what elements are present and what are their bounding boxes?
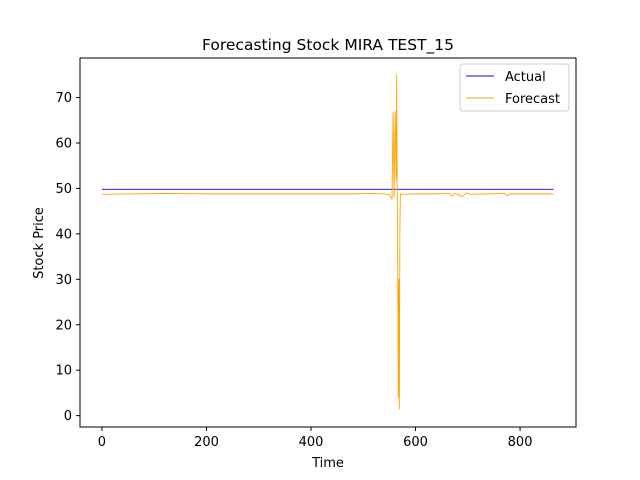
x-tick-label: 0 (98, 435, 106, 450)
legend-label-forecast: Forecast (505, 92, 560, 107)
series-layer (101, 74, 554, 410)
y-tick-label: 0 (64, 409, 72, 424)
x-axis-label: Time (311, 456, 344, 471)
y-axis-label: Stock Price (32, 207, 47, 279)
y-tick-label: 10 (55, 364, 72, 379)
plot-area: 0 200 400 600 800 0 10 20 30 40 50 60 70 (55, 57, 577, 450)
x-tick-label: 200 (194, 435, 219, 450)
y-tick-label: 20 (55, 318, 72, 333)
legend-label-actual: Actual (505, 70, 546, 85)
x-axis: 0 200 400 600 800 (98, 427, 533, 450)
legend: Actual Forecast (459, 63, 570, 112)
series-line-forecast (101, 74, 554, 410)
x-tick-label: 800 (508, 435, 533, 450)
y-tick-label: 50 (55, 182, 72, 197)
chart-title: Forecasting Stock MIRA TEST_15 (202, 36, 454, 55)
y-tick-label: 30 (55, 273, 72, 288)
y-tick-label: 60 (55, 136, 72, 151)
y-tick-label: 40 (55, 227, 72, 242)
axes-frame (79, 57, 577, 428)
x-tick-label: 600 (403, 435, 428, 450)
x-tick-label: 400 (299, 435, 324, 450)
y-axis: 0 10 20 30 40 50 60 70 (55, 91, 80, 424)
y-tick-label: 70 (55, 91, 72, 106)
